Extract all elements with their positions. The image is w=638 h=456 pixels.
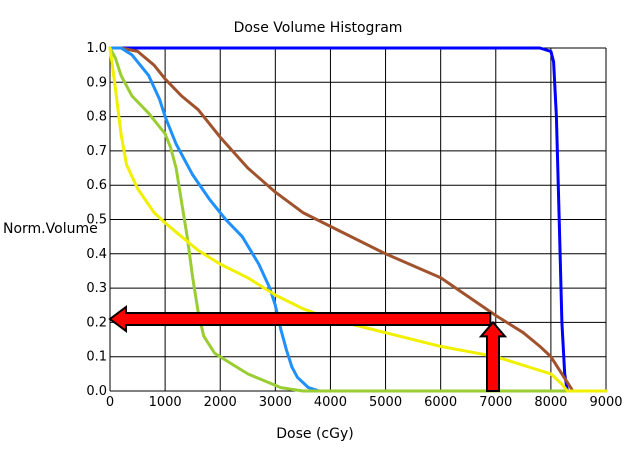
y-tick-label: 1.0 [86,41,107,56]
x-tick-label: 4000 [314,395,347,410]
annotation-arrow-up [478,320,508,392]
y-tick-label: 0.7 [86,144,107,159]
y-tick-label: 0.9 [86,75,107,90]
x-tick-label: 2000 [204,395,237,410]
series-line [108,46,608,393]
x-tick-label: 3000 [259,395,292,410]
y-tick-label: 0.1 [86,350,107,365]
x-tick-label: 5000 [369,395,402,410]
y-tick-label: 0.0 [86,384,107,399]
x-tick-label: 1000 [149,395,182,410]
y-tick-label: 0.4 [86,247,107,262]
x-tick-label: 8000 [534,395,567,410]
y-tick-label: 0.5 [86,213,107,228]
y-tick-label: 0.8 [86,110,107,125]
series-line [108,46,608,393]
series-line [108,46,608,393]
tick-labels: 0 1000 2000 3000 4000 5000 6000 7000 8000 9000 0.0… [86,41,622,410]
x-axis-label: Dose (cGy) [276,426,353,442]
annotation-arrow-left [108,305,492,333]
x-tick-label: 7000 [479,395,512,410]
x-tick-label: 0 [106,395,114,410]
chart-title: Dose Volume Histogram [234,20,403,36]
y-tick-label: 0.6 [86,178,107,193]
y-axis-label: Norm.Volume [3,221,98,237]
x-tick-label: 9000 [589,395,622,410]
series-line [108,46,608,393]
annotations [108,305,508,392]
y-tick-label: 0.3 [86,281,107,296]
series-lines [108,46,608,393]
x-tick-label: 6000 [424,395,457,410]
y-tick-label: 0.2 [86,315,107,330]
